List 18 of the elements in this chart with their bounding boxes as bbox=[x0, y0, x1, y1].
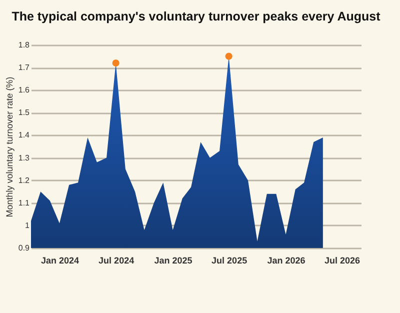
y-tick-label: 1.3 bbox=[18, 153, 30, 162]
x-tick-label: Jan 2024 bbox=[40, 256, 79, 266]
y-tick-label: 1.1 bbox=[18, 198, 30, 208]
x-tick-label: Jul 2026 bbox=[324, 256, 360, 266]
y-tick-label: 1.2 bbox=[18, 176, 30, 185]
y-tick-label: 0.9 bbox=[18, 244, 30, 252]
x-tick-label: Jul 2024 bbox=[98, 256, 134, 266]
x-tick-label: Jul 2025 bbox=[212, 256, 248, 266]
y-tick-label: 1.7 bbox=[18, 63, 30, 72]
y-tick-label: 1.4 bbox=[18, 130, 30, 140]
y-tick-label: 1.8 bbox=[18, 40, 30, 50]
x-tick-label: Jan 2026 bbox=[267, 256, 306, 266]
chart-title: The typical company's voluntary turnover peaks every August bbox=[12, 10, 382, 24]
y-tick-label: 1.6 bbox=[18, 86, 30, 95]
y-tick-label: 1.5 bbox=[18, 108, 30, 118]
x-tick-label: Jan 2025 bbox=[154, 256, 192, 266]
y-axis-title: Monthly voluntary turnover rate (%) bbox=[4, 76, 14, 218]
y-tick-label: 1 bbox=[25, 220, 30, 230]
